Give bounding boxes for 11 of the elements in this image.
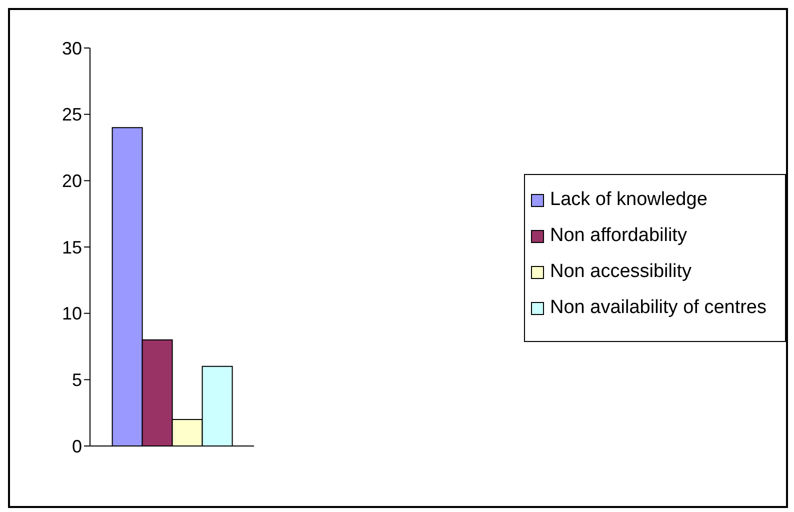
legend-label: Non accessibility: [550, 261, 692, 283]
y-tick-label: 10: [62, 304, 82, 324]
legend-label: Non availability of centres: [550, 297, 766, 319]
y-tick-label: 25: [62, 104, 82, 125]
y-tick-label: 20: [62, 171, 82, 192]
y-tick-label: 15: [62, 237, 82, 258]
legend-label: Non affordability: [550, 225, 687, 247]
legend-label: Lack of knowledge: [550, 189, 708, 211]
y-tick-label: 0: [72, 436, 82, 456]
y-tick-label: 30: [62, 38, 82, 58]
y-tick-label: 5: [72, 370, 82, 390]
